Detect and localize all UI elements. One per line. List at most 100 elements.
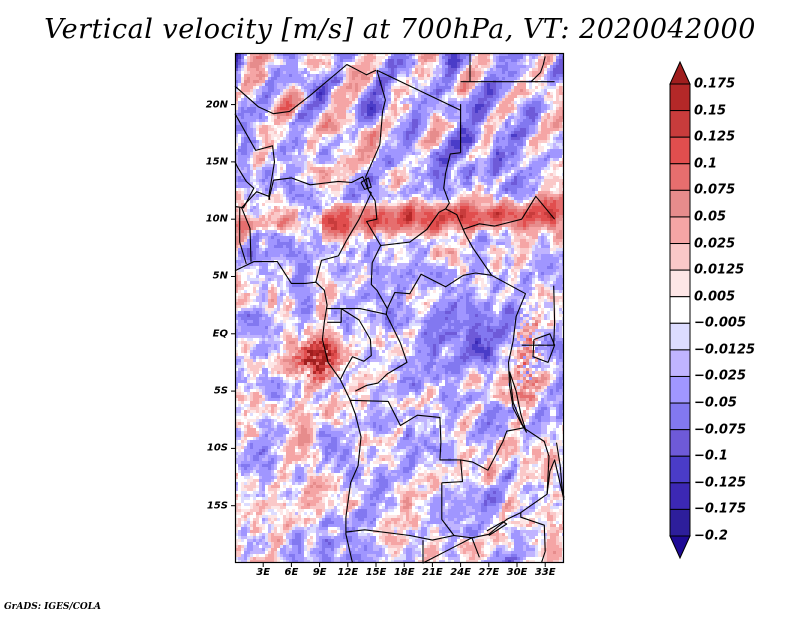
colorbar-label: −0.175	[694, 501, 747, 517]
colorbar-segment	[669, 429, 691, 457]
border-mozambique	[520, 512, 546, 564]
border-nigeria-niger	[268, 176, 370, 200]
lon-tick-label: 18E	[393, 567, 415, 578]
colorbar-label: 0.15	[694, 103, 727, 119]
colorbar-segment	[669, 296, 691, 324]
border-malawi	[546, 459, 565, 501]
colorbar-segment	[669, 349, 691, 377]
border-angola-zambia	[441, 482, 455, 536]
border-uganda-kenya	[553, 285, 556, 346]
lon-tick-label: 30E	[506, 567, 528, 578]
lon-tick-label: 27E	[478, 567, 500, 578]
colorbar-segment	[669, 216, 691, 245]
colorbar-label: −0.125	[694, 475, 747, 491]
lat-tick-label: 5N	[212, 270, 228, 282]
colorbar-label: 0.05	[694, 209, 727, 225]
colorbar-label: 0.1	[694, 156, 718, 172]
colorbar-label: 0.005	[694, 289, 736, 305]
border-south-sudan	[462, 195, 556, 231]
vertical-velocity-field	[235, 53, 564, 563]
lat-tick-label: EQ	[212, 328, 228, 340]
border-gabon-congo	[339, 308, 372, 380]
colorbar-label: 0.175	[694, 76, 736, 92]
border-tanzania-zambia	[523, 427, 550, 495]
lon-tick-label: 33E	[534, 567, 556, 578]
lat-tick-label: 10N	[205, 213, 228, 225]
border-drc-angola	[349, 399, 464, 484]
colorbar-segment	[669, 455, 691, 484]
lat-tick-label: 5S	[213, 385, 228, 397]
colorbar-segment	[669, 163, 691, 191]
colorbar-segment	[669, 136, 691, 165]
nile-lake-nasser	[530, 56, 546, 83]
border-drc-zambia	[460, 427, 524, 471]
border-burkina	[234, 161, 255, 209]
border-car-congo	[386, 272, 492, 309]
lon-tick-label: 9E	[312, 567, 327, 578]
border-congo-drc	[355, 314, 408, 392]
colorbar-segment	[669, 402, 691, 431]
colorbar-label: −0.05	[694, 395, 737, 411]
border-ghana-togo	[239, 207, 247, 265]
colorbar-segment	[669, 269, 691, 298]
border-angola-namibia	[345, 529, 455, 541]
border-car-sudan	[445, 208, 493, 276]
map-overlay	[231, 52, 565, 567]
colorbar-label: 0.0125	[694, 262, 745, 278]
credit-text: GrADS: IGES/COLA	[4, 602, 102, 612]
colorbar-label: 0.125	[694, 129, 736, 145]
lat-tick-label: 15S	[206, 500, 228, 512]
colorbar-label: −0.075	[694, 422, 747, 438]
colorbar-arrow-bottom	[669, 535, 691, 560]
lake-malawi	[555, 442, 565, 498]
lon-tick-label: 6E	[284, 567, 299, 578]
colorbar-segment	[669, 508, 691, 537]
lat-tick-label: 15N	[205, 156, 228, 168]
lat-tick-label: 20N	[205, 99, 228, 111]
coastline-west	[234, 261, 362, 564]
border-cameroon-chad	[366, 190, 382, 263]
lon-tick-label: 21E	[422, 567, 443, 578]
border-algeria-niger	[234, 63, 377, 115]
border-chad-sudan	[443, 152, 461, 210]
colorbar-segment	[669, 482, 691, 510]
lat-tick-label: 10S	[206, 442, 228, 454]
colorbar-segment	[669, 189, 691, 218]
border-libya-chad-sudan	[376, 69, 462, 153]
map-frame	[234, 52, 565, 564]
colorbar-segment	[669, 375, 691, 404]
map-panel	[231, 52, 565, 567]
border-niger-chad	[365, 70, 386, 191]
border-zambia-zimbabwe	[453, 493, 548, 539]
lake-victoria	[532, 333, 556, 363]
colorbar-label: −0.2	[694, 528, 728, 544]
border-benin	[241, 191, 269, 262]
colorbar-label: 0.025	[694, 236, 736, 252]
border-cameroon-gabon-eg	[327, 308, 388, 315]
colorbar-label: −0.005	[694, 315, 747, 331]
lon-tick-label: 12E	[337, 567, 359, 578]
border-nigeria-cameroon	[315, 190, 372, 283]
colorbar-segment	[669, 243, 691, 271]
colorbar-label: −0.1	[694, 448, 728, 464]
colorbar-segment	[669, 83, 691, 112]
border-mali-niger	[234, 113, 276, 200]
lon-tick-label: 3E	[256, 567, 271, 578]
colorbar-segment	[669, 110, 691, 138]
colorbar-segment	[669, 322, 691, 351]
lake-tanganyika	[508, 371, 527, 433]
lon-tick-label: 24E	[450, 567, 471, 578]
colorbar-label: −0.025	[694, 368, 747, 384]
colorbar-label: −0.0125	[694, 342, 756, 358]
border-chad-car	[380, 208, 446, 247]
border-botswana	[422, 537, 480, 564]
border-car-cameroon	[370, 262, 388, 309]
border-drc-uganda-lakes	[491, 274, 527, 429]
chart-title: Vertical velocity [m/s] at 700hPa, VT: 2…	[44, 14, 756, 45]
lake-chad	[360, 177, 372, 190]
border-eq-guinea	[327, 308, 342, 323]
lake-kariba	[486, 521, 508, 536]
lon-tick-label: 15E	[365, 567, 387, 578]
colorbar-arrow-top	[669, 60, 691, 85]
colorbar-label: 0.075	[694, 182, 736, 198]
